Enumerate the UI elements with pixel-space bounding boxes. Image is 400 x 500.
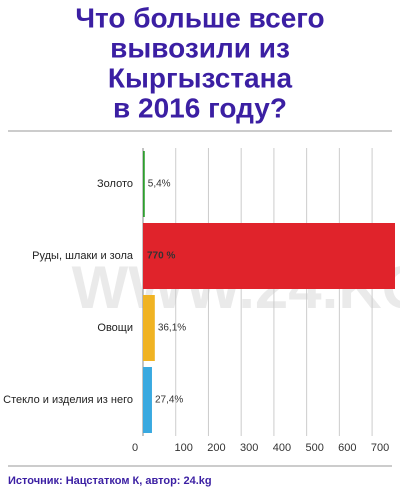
chart-title: в 2016 году? <box>113 92 287 123</box>
category-label: Золото <box>97 178 133 190</box>
bar <box>143 223 395 289</box>
bar <box>143 367 152 433</box>
chart-title: Кыргызстана <box>108 62 293 93</box>
bar <box>143 151 145 217</box>
value-label: 770 % <box>147 251 175 262</box>
value-label: 5,4% <box>148 179 171 190</box>
x-tick-label: 200 <box>207 442 225 454</box>
category-label: Овощи <box>97 322 133 334</box>
bar <box>143 295 155 361</box>
x-tick-label: 100 <box>175 442 193 454</box>
chart-title: Что больше всего <box>75 2 324 33</box>
chart-title: вывозили из <box>110 32 290 63</box>
value-label: 27,4% <box>155 395 183 406</box>
x-tick-label: 300 <box>240 442 258 454</box>
x-tick-label: 600 <box>338 442 356 454</box>
x-tick-label: 0 <box>132 442 138 454</box>
value-label: 36,1% <box>158 323 186 334</box>
category-label: Стекло и изделия из него <box>3 394 133 406</box>
x-tick-label: 700 <box>371 442 389 454</box>
source: Источник: Нацстатком К, автор: 24.kg <box>8 475 212 487</box>
x-tick-label: 400 <box>273 442 291 454</box>
category-label: Руды, шлаки и зола <box>32 250 134 262</box>
x-tick-label: 500 <box>305 442 323 454</box>
